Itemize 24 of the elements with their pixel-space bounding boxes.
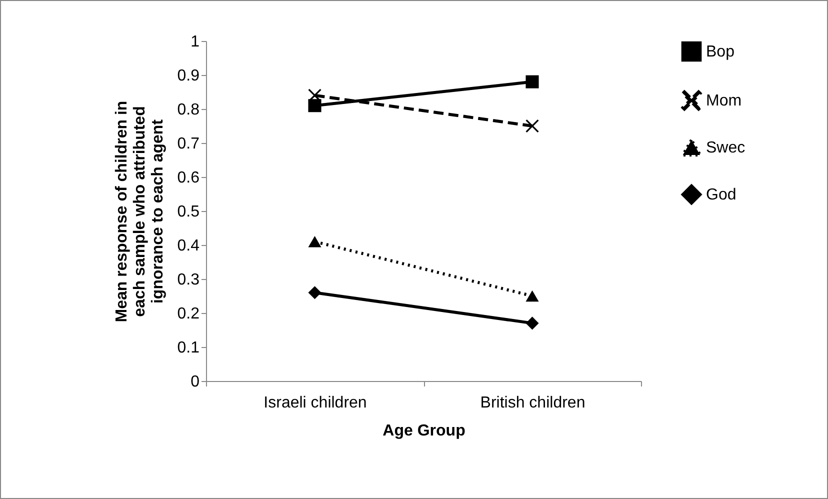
- x-tick-label: Israeli children: [264, 394, 367, 412]
- x-tick-label: British children: [480, 394, 586, 412]
- point: [308, 286, 322, 300]
- legend-label: Bop: [706, 44, 735, 60]
- x-axis-title: Age Group: [382, 422, 466, 440]
- point: [526, 316, 539, 330]
- y-tick-label: 0.7: [177, 136, 200, 152]
- y-tick-label: 0.9: [177, 68, 200, 84]
- y-axis-title: Mean response of children in each sample who attributed ignorance to each agent: [113, 100, 166, 322]
- y-tick-label: 0.4: [177, 238, 200, 254]
- y-tick-label: 0.1: [177, 340, 200, 356]
- point: [526, 75, 539, 88]
- y-tick-label: 0.3: [177, 272, 200, 288]
- legend-label: God: [706, 186, 736, 204]
- legend-label: Swec: [706, 140, 746, 156]
- y-tick-label: 1: [190, 34, 200, 50]
- legend-label: Mom: [706, 92, 742, 110]
- y-tick-label: 0.5: [177, 204, 200, 220]
- y-tick-label: 0: [190, 374, 200, 390]
- y-tick-label: 0.6: [177, 170, 200, 186]
- point: [308, 99, 322, 112]
- point: [308, 88, 322, 102]
- y-tick-label: 0.8: [177, 102, 200, 118]
- y-tick-label: 0.2: [177, 306, 200, 322]
